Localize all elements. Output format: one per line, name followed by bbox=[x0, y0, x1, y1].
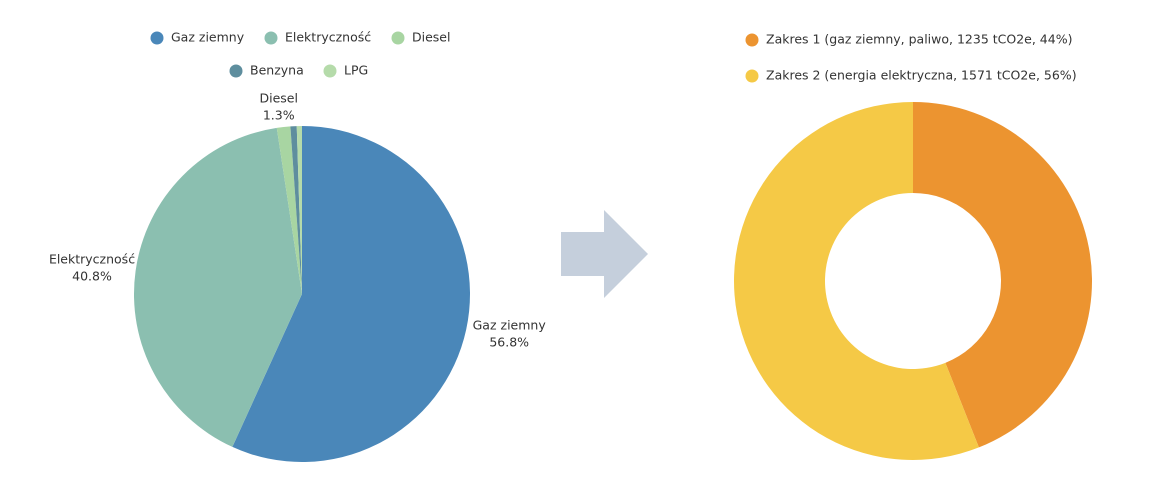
slice-value: 56.8% bbox=[489, 334, 529, 349]
slice-value: 40.8% bbox=[72, 269, 112, 284]
legend-marker bbox=[264, 31, 278, 45]
legend-marker bbox=[229, 64, 243, 78]
slice bbox=[133, 127, 302, 447]
legend-label: LPG bbox=[344, 63, 368, 78]
legend-marker bbox=[745, 69, 759, 83]
legend-marker bbox=[323, 64, 337, 78]
slice bbox=[296, 126, 302, 294]
slice bbox=[232, 126, 470, 462]
arrow bbox=[561, 210, 648, 298]
legend-label: Diesel bbox=[412, 30, 450, 45]
legend-label: Zakres 1 (gaz ziemny, paliwo, 1235 tCO2e… bbox=[766, 32, 1072, 47]
slice bbox=[290, 126, 302, 294]
legend-label: Elektryczność bbox=[285, 30, 371, 45]
slice bbox=[913, 102, 1092, 448]
slice-label: Diesel bbox=[260, 91, 298, 106]
slice bbox=[733, 102, 979, 461]
legend-marker bbox=[150, 31, 164, 45]
legend-marker bbox=[391, 31, 405, 45]
legend-label: Gaz ziemny bbox=[171, 30, 245, 45]
slice-label: Gaz ziemny bbox=[473, 317, 547, 332]
slice-value: 1.3% bbox=[263, 108, 295, 123]
legend-label: Benzyna bbox=[250, 63, 304, 78]
slice bbox=[276, 126, 302, 295]
legend-marker bbox=[745, 33, 759, 47]
slice-label: Elektryczność bbox=[49, 252, 135, 267]
legend-label: Zakres 2 (energia elektryczna, 1571 tCO2… bbox=[766, 68, 1077, 83]
